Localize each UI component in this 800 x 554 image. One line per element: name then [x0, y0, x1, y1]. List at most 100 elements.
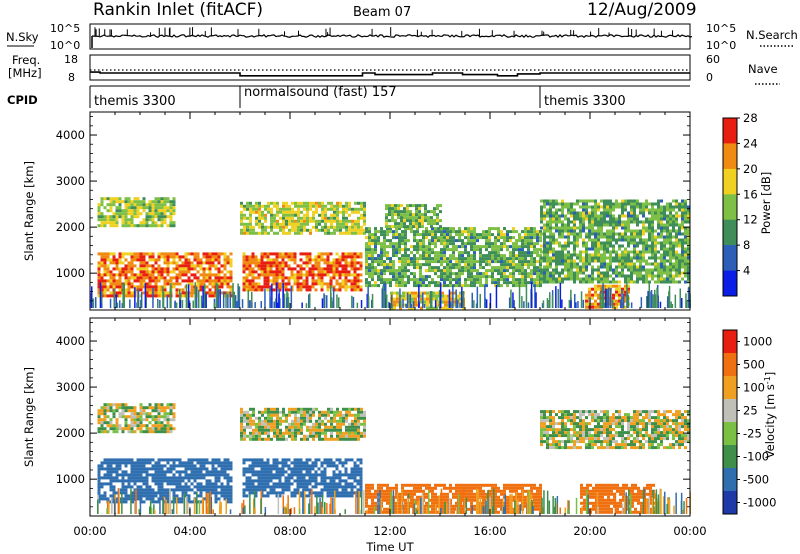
heatmap-cell — [419, 266, 422, 270]
heatmap-cell — [609, 256, 612, 260]
heatmap-cell — [100, 261, 104, 265]
heatmap-cell — [582, 271, 585, 275]
heatmap-cell — [594, 302, 597, 306]
heatmap-cell — [482, 260, 485, 264]
heatmap-cell — [409, 222, 412, 226]
heatmap-cell — [609, 259, 612, 263]
heatmap-cell — [684, 205, 687, 209]
heatmap-cell — [279, 216, 282, 220]
heatmap-cell — [591, 253, 594, 257]
heatmap-cell — [615, 268, 618, 272]
heatmap-cell — [344, 273, 348, 277]
heatmap-cell — [356, 252, 360, 256]
heatmap-cell — [190, 264, 194, 268]
heatmap-cell — [278, 255, 282, 259]
heatmap-cell — [585, 280, 588, 284]
heatmap-cell — [266, 279, 270, 283]
heatmap-cell — [157, 200, 161, 204]
heatmap-cell — [199, 500, 203, 504]
heatmap-cell — [588, 220, 591, 224]
heatmap-cell — [675, 214, 678, 218]
heatmap-cell — [97, 291, 101, 295]
heatmap-cell — [315, 204, 318, 208]
heatmap-cell — [392, 245, 395, 249]
heatmap-cell — [127, 252, 131, 256]
heatmap-cell — [666, 241, 669, 245]
heatmap-cell — [139, 264, 143, 268]
heatmap-cell — [386, 227, 389, 231]
heatmap-clutter — [179, 299, 181, 308]
heatmap-cell — [251, 252, 255, 256]
heatmap-cell — [353, 273, 357, 277]
heatmap-cell — [675, 232, 678, 236]
heatmap-cell — [669, 223, 672, 227]
heatmap-cell — [546, 211, 549, 215]
heatmap-cell — [639, 268, 642, 272]
heatmap-cell — [106, 294, 110, 298]
heatmap-cell — [266, 261, 270, 265]
heatmap-cell — [401, 233, 404, 237]
heatmap-cell — [591, 229, 594, 233]
heatmap-cell — [190, 470, 194, 474]
heatmap-cell — [345, 201, 348, 205]
heatmap-cell — [172, 458, 176, 462]
heatmap-cell — [416, 284, 419, 288]
heatmap-cell — [430, 210, 433, 214]
heatmap-cell — [344, 285, 348, 289]
heatmap-cell — [609, 220, 612, 224]
heatmap-cell — [543, 205, 546, 209]
heatmap-cell — [365, 245, 368, 249]
heatmap-cell — [612, 238, 615, 242]
heatmap-cell — [294, 222, 297, 226]
heatmap-cell — [432, 297, 435, 301]
heatmap-cell — [594, 253, 597, 257]
heatmap-cell — [521, 242, 524, 246]
heatmap-cell — [311, 273, 315, 277]
heatmap-cell — [391, 216, 394, 220]
heatmap-cell — [214, 485, 218, 489]
heatmap-cell — [145, 494, 149, 498]
heatmap-cell — [154, 291, 158, 295]
heatmap-cell — [136, 200, 140, 204]
heatmap-cell — [178, 476, 182, 480]
heatmap-cell — [491, 248, 494, 252]
heatmap-cell — [175, 494, 179, 498]
heatmap-cell — [425, 263, 428, 267]
heatmap-cell — [380, 245, 383, 249]
heatmap-cell — [130, 412, 134, 416]
heatmap-cell — [527, 239, 530, 243]
heatmap-cell — [199, 464, 203, 468]
heatmap-cell — [552, 250, 555, 254]
heatmap-cell — [160, 406, 164, 410]
heatmap-cell — [540, 205, 543, 209]
heatmap-cell — [458, 230, 461, 234]
heatmap-cell — [434, 260, 437, 264]
heatmap-cell — [642, 208, 645, 212]
heatmap-cell — [160, 221, 164, 225]
heatmap-cell — [687, 256, 690, 260]
heatmap-cell — [332, 264, 336, 268]
heatmap-cell — [473, 284, 476, 288]
heatmap-cell — [269, 252, 273, 256]
heatmap-cell — [154, 464, 158, 468]
heatmap-cell — [669, 232, 672, 236]
heatmap-cell — [452, 242, 455, 246]
heatmap-cell — [270, 216, 273, 220]
heatmap-cell — [264, 219, 267, 223]
heatmap-cell — [675, 256, 678, 260]
heatmap-cell — [684, 247, 687, 251]
heatmap-cell — [546, 268, 549, 272]
heatmap-cell — [163, 270, 167, 274]
heatmap-cell — [409, 210, 412, 214]
heatmap-cell — [428, 275, 431, 279]
heatmap-cell — [112, 279, 116, 283]
heatmap-clutter — [605, 288, 607, 308]
heatmap-cell — [254, 288, 258, 292]
heatmap-cell — [245, 285, 249, 289]
heatmap-cell — [261, 231, 264, 235]
heatmap-cell — [243, 216, 246, 220]
heatmap-cell — [196, 476, 200, 480]
heatmap-cell — [618, 290, 621, 294]
heatmap-cell — [133, 203, 137, 207]
